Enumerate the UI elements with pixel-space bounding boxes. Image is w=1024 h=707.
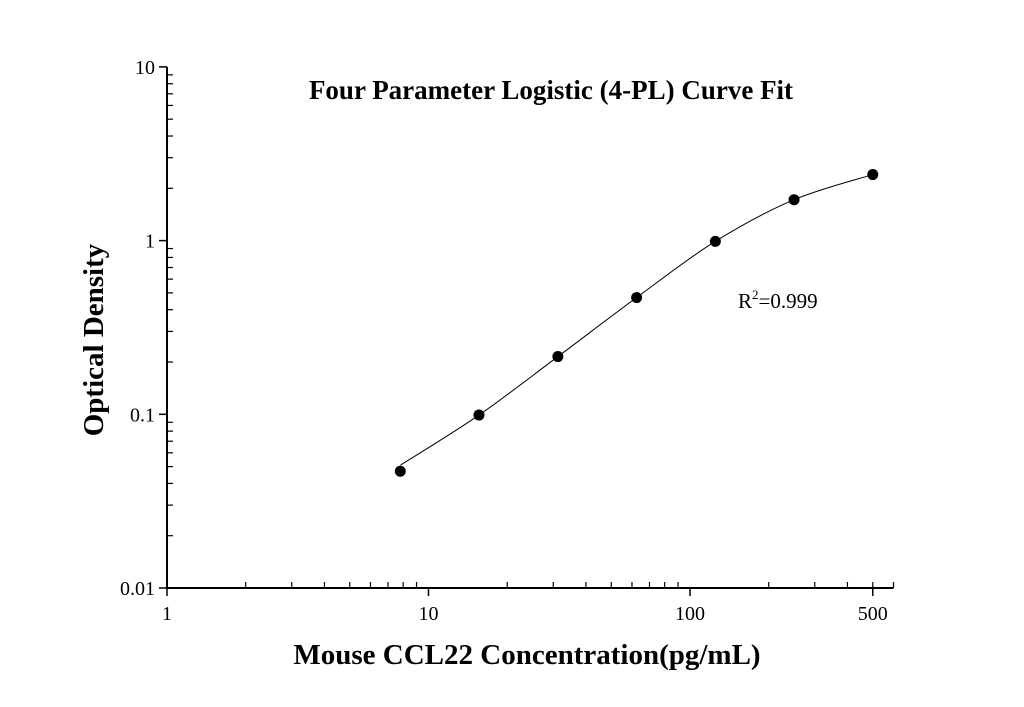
y-tick-label: 0.01 (120, 578, 155, 600)
data-point (473, 409, 485, 421)
y-tick-label: 10 (135, 57, 155, 79)
axes: 1 10 100 500 0.01 0.1 1 10 (120, 57, 895, 625)
x-tick-label: 500 (858, 603, 888, 625)
chart-title: Four Parameter Logistic (4-PL) Curve Fit (309, 75, 793, 105)
y-tick-label: 0.1 (130, 404, 155, 426)
r-squared-sup: 2 (752, 287, 759, 302)
data-point (631, 292, 643, 304)
y-tick-label: 1 (145, 231, 155, 253)
y-axis-title: Optical Density (78, 243, 110, 436)
data-point (867, 169, 879, 181)
fit-curve (400, 174, 873, 466)
x-tick-label: 10 (419, 603, 439, 625)
r-squared-base: R (738, 289, 752, 313)
data-point (788, 194, 800, 206)
x-tick-label: 1 (162, 603, 172, 625)
r-squared-value: =0.999 (759, 289, 818, 313)
data-point (394, 465, 406, 477)
data-point (709, 235, 721, 247)
r-squared-annotation: R2=0.999 (738, 287, 818, 313)
x-axis-title: Mouse CCL22 Concentration(pg/mL) (293, 639, 760, 671)
data-point (552, 351, 564, 363)
x-tick-label: 100 (675, 603, 705, 625)
data-points (394, 169, 879, 477)
